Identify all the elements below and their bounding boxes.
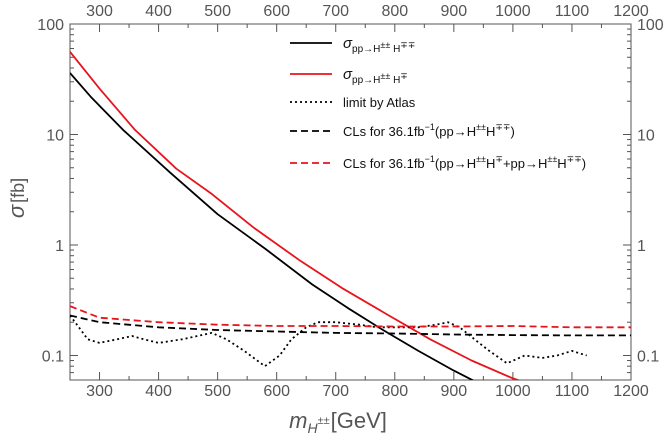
legend-sub-sup: ∓ — [400, 71, 408, 81]
x-axis-symbol: m — [289, 408, 307, 433]
legend-text: limit by Atlas — [343, 95, 416, 110]
x-tick-label-bottom: 1200 — [613, 383, 649, 400]
series-line-sigma_assoc — [70, 51, 521, 380]
plot-border — [69, 23, 632, 381]
x-axis-title: mH±±[GeV] — [289, 408, 387, 436]
legend-sub-base: pp→H — [352, 44, 380, 55]
x-tick-label-top: 300 — [86, 3, 113, 20]
legend-sup: ∓ — [495, 154, 503, 164]
legend-label-sigma_pair: σpp→H±± H∓∓ — [343, 35, 415, 55]
y-tick-label-right: 1 — [637, 238, 646, 255]
x-tick-label-top: 1000 — [495, 3, 531, 20]
x-tick-label-bottom: 400 — [145, 383, 172, 400]
x-tick-label-bottom: 500 — [204, 383, 231, 400]
x-tick-label-bottom: 800 — [381, 383, 408, 400]
x-tick-label-bottom: 900 — [440, 383, 467, 400]
x-axis-subscript-sup: ±± — [318, 415, 330, 427]
x-tick-label-top: 500 — [204, 3, 231, 20]
series-line-cls_pair — [70, 314, 631, 337]
y-tick-label-right: 100 — [637, 17, 664, 34]
y-tick-label-left: 100 — [37, 17, 64, 34]
y-tick-label-left: 0.1 — [42, 348, 64, 365]
legend-cls-text: CLs for 36.1fb — [343, 124, 425, 139]
legend-process: (pp→H — [435, 124, 476, 139]
legend-sub-mid: H — [390, 44, 400, 55]
legend-label-cls_combined: CLs for 36.1fb−1(pp→H±±H∓+pp→H±±H∓∓) — [343, 154, 586, 171]
y-tick-label-left: 1 — [55, 238, 64, 255]
x-axis-subscript: H — [307, 420, 318, 436]
legend-process: ) — [582, 156, 586, 171]
x-tick-label-top: 600 — [263, 3, 290, 20]
legend-sup: ±± — [476, 154, 486, 164]
legend-sub-mid: H — [390, 75, 400, 86]
legend-label-cls_pair: CLs for 36.1fb−1(pp→H±±H∓∓) — [343, 122, 515, 139]
legend-label-atlas_limit: limit by Atlas — [343, 95, 416, 110]
x-tick-label-bottom: 700 — [322, 383, 349, 400]
legend-sup: ∓∓ — [495, 122, 510, 132]
data-series — [70, 51, 631, 380]
legend-sup: ∓∓ — [567, 154, 582, 164]
legend-sup: −1 — [425, 154, 435, 164]
y-axis-title: σ[fb] — [4, 178, 29, 218]
legend-sigma: σ — [343, 66, 353, 83]
legend-sub-sup: ±± — [380, 71, 390, 81]
x-axis-unit: [GeV] — [331, 408, 387, 433]
legend-sup: −1 — [425, 122, 435, 132]
legend-sigma: σ — [343, 35, 353, 52]
legend-process: H — [486, 124, 495, 139]
legend-process: ) — [510, 124, 514, 139]
legend-label-sigma_assoc: σpp→H±± H∓ — [343, 66, 408, 86]
legend-sup: ±± — [476, 122, 486, 132]
legend-sub-sup: ∓∓ — [400, 40, 415, 50]
legend-sub-base: pp→H — [352, 75, 380, 86]
legend-process: +pp→H — [503, 156, 547, 171]
series-line-sigma_pair — [70, 72, 475, 380]
y-axis-symbol: σ — [4, 204, 29, 218]
axis-ticks — [69, 23, 632, 381]
x-tick-label-top: 400 — [145, 3, 172, 20]
legend-sup: ±± — [547, 154, 557, 164]
x-tick-label-bottom: 1100 — [555, 383, 590, 400]
x-tick-label-bottom: 1000 — [495, 383, 531, 400]
y-axis-unit: [fb] — [8, 178, 28, 203]
x-tick-label-top: 900 — [440, 3, 467, 20]
axis-tick-labels: 300 300 400 400 500 500 600 600 700 700 800 800 900 9… — [37, 3, 664, 400]
y-tick-label-left: 10 — [46, 127, 64, 144]
legend-cls-text: CLs for 36.1fb — [343, 156, 425, 171]
plot-frame — [69, 23, 632, 381]
y-tick-label-right: 10 — [637, 127, 655, 144]
series-line-atlas_limit — [70, 314, 587, 368]
x-tick-label-bottom: 600 — [263, 383, 290, 400]
legend-sub-sup: ±± — [380, 40, 390, 50]
legend-process: (pp→H — [435, 156, 476, 171]
x-tick-label-top: 800 — [381, 3, 408, 20]
x-tick-label-top: 1100 — [555, 3, 590, 20]
legend-process: H — [557, 156, 566, 171]
x-tick-label-bottom: 300 — [86, 383, 113, 400]
legend-process: H — [486, 156, 495, 171]
series-line-cls_combined — [70, 305, 631, 329]
x-tick-label-top: 1200 — [613, 3, 649, 20]
x-tick-label-top: 700 — [322, 3, 349, 20]
y-tick-label-right: 0.1 — [637, 348, 659, 365]
